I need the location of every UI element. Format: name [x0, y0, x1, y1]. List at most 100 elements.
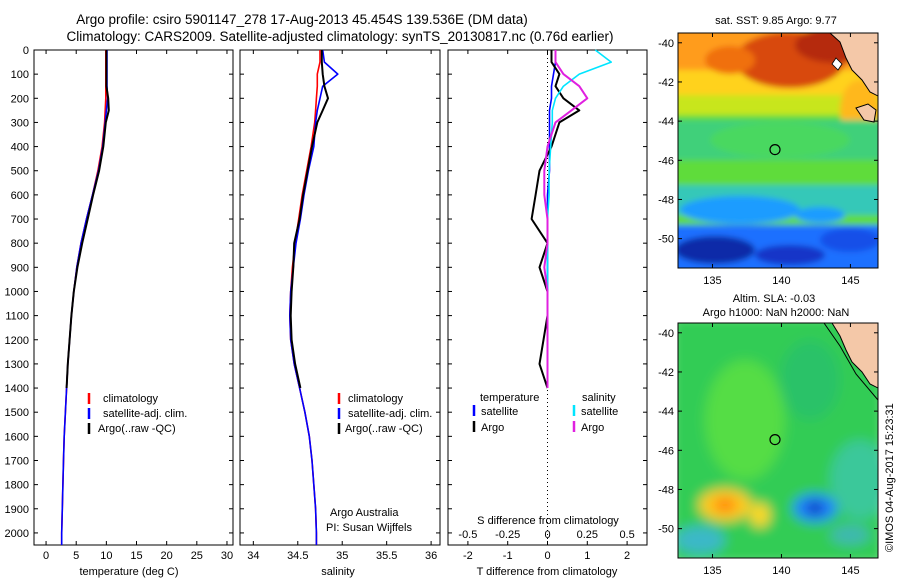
legend-label-satellite: satellite-adj. clim.: [348, 408, 432, 420]
salinity-panel: 34 34.5 35 35.5 36 climatology satellite-adj…: [239, 49, 441, 578]
legend-header-temperature: temperature: [480, 392, 539, 404]
credit-line2: PI: Susan Wijffels: [326, 522, 412, 534]
salinity-legend: climatology satellite-adj. clim. Argo(..…: [337, 393, 432, 435]
depth-tick-label: 1300: [5, 359, 29, 371]
depth-tick-label: 400: [11, 142, 29, 154]
x-tick-label: 34.5: [287, 550, 308, 562]
t-difference-label: T difference from climatology: [477, 566, 618, 578]
depth-tick-label: 100: [11, 69, 29, 81]
series-line-argo-raw-qc-: [65, 50, 110, 389]
depth-axis: 0 100 200 300 400 500 600 700 800 900 1000 1100 1200…: [5, 45, 233, 540]
series-line-argo-raw-qc-: [289, 50, 329, 389]
series-line-s-argo: [543, 50, 589, 388]
sst-map-lon-axis: 135 140 145: [703, 33, 860, 287]
x-tick-label: 10: [100, 550, 112, 562]
x-tick-label: -1: [503, 550, 513, 562]
x-tick-label: 35: [336, 550, 348, 562]
sst-map-title: sat. SST: 9.85 Argo: 9.77: [715, 15, 837, 27]
x-tick-label: 25: [191, 550, 203, 562]
legend-header-salinity: salinity: [582, 392, 616, 404]
salinity-lines: [288, 49, 339, 545]
argo-location-marker: [769, 434, 781, 446]
difference-lines: [530, 49, 613, 545]
s-diff-tick-label: 0.25: [577, 529, 598, 541]
lat-tick-label: -44: [658, 406, 674, 418]
lat-tick-label: -48: [658, 484, 674, 496]
legend-label-climatology: climatology: [348, 393, 404, 405]
difference-x-axis: -2 -1 0 1 2: [463, 50, 630, 562]
legend-label-s-argo: Argo: [581, 422, 604, 434]
lon-tick-label: 145: [841, 565, 859, 577]
x-tick-label: 34: [247, 550, 259, 562]
sst-map-frame: [677, 32, 879, 269]
lat-tick-label: -40: [658, 328, 674, 340]
sla-map-frame: [677, 322, 879, 559]
temperature-x-axis: 0 5 10 15 20 25 30: [43, 50, 233, 562]
depth-tick-label: 0: [23, 45, 29, 57]
s-diff-tick-label: -0.25: [495, 529, 520, 541]
x-tick-label: 0: [43, 550, 49, 562]
temperature-legend: climatology satellite-adj. clim. Argo(..…: [87, 393, 187, 435]
lat-tick-label: -48: [658, 194, 674, 206]
lat-tick-label: -50: [658, 524, 674, 536]
lat-tick-label: -40: [658, 38, 674, 50]
lon-tick-label: 145: [841, 275, 859, 287]
x-tick-label: 15: [130, 550, 142, 562]
depth-tick-label: 200: [11, 93, 29, 105]
lon-tick-label: 140: [772, 275, 790, 287]
sla-map-lat-axis: -40 -42 -44 -46 -48 -50: [658, 328, 878, 536]
sla-map-title-line1: Altim. SLA: -0.03: [733, 293, 816, 305]
lon-tick-label: 135: [703, 565, 721, 577]
depth-tick-label: 1700: [5, 455, 29, 467]
sla-map-title-line2: Argo h1000: NaN h2000: NaN: [703, 307, 850, 319]
lat-tick-label: -42: [658, 77, 674, 89]
legend-label-climatology: climatology: [103, 393, 159, 405]
sst-map-lat-axis: -40 -42 -44 -46 -48 -50: [658, 38, 878, 246]
depth-tick-label: 1500: [5, 407, 29, 419]
x-tick-label: 35.5: [376, 550, 397, 562]
series-line-satellite-adj-clim-: [60, 50, 109, 545]
lat-tick-label: -42: [658, 367, 674, 379]
depth-tick-label: 600: [11, 190, 29, 202]
lat-tick-label: -46: [658, 445, 674, 457]
depth-tick-label: 1000: [5, 286, 29, 298]
x-tick-label: 5: [73, 550, 79, 562]
x-tick-label: 20: [161, 550, 173, 562]
s-difference-ticks: -0.5 -0.25 0 0.25 0.5: [458, 529, 634, 541]
temperature-x-label: temperature (deg C): [79, 566, 178, 578]
temperature-lines: [60, 50, 110, 545]
figure-title-line2: Climatology: CARS2009. Satellite-adjuste…: [66, 29, 613, 44]
depth-tick-label: 300: [11, 117, 29, 129]
sla-map-panel: Altim. SLA: -0.03 Argo h1000: NaN h2000:…: [658, 293, 879, 577]
lat-tick-label: -50: [658, 234, 674, 246]
lat-tick-label: -46: [658, 155, 674, 167]
difference-panel: -2 -1 0 1 2 temperature salinity satellite A…: [447, 49, 648, 578]
salinity-x-axis: 34 34.5 35 35.5 36: [247, 50, 437, 562]
series-line-s-satellite: [546, 49, 613, 388]
depth-tick-label: 2000: [5, 528, 29, 540]
figure-title-line1: Argo profile: csiro 5901147_278 17-Aug-2…: [76, 12, 528, 27]
legend-label-t-argo: Argo: [481, 422, 504, 434]
series-line-climatology: [60, 50, 107, 545]
sst-map-panel: sat. SST: 9.85 Argo: 9.77: [658, 15, 879, 287]
difference-legend: temperature salinity satellite Argo sate…: [472, 392, 618, 434]
legend-label-argo: Argo(..raw -QC): [98, 423, 176, 435]
depth-tick-label: 1900: [5, 504, 29, 516]
depth-tick-label: 700: [11, 214, 29, 226]
salinity-plot-frame: [239, 49, 441, 546]
x-tick-label: 30: [221, 550, 233, 562]
depth-tick-label: 1100: [5, 311, 29, 323]
s-diff-tick-label: 0.5: [619, 529, 634, 541]
depth-tick-label: 1200: [5, 335, 29, 347]
depth-tick-label: 1600: [5, 431, 29, 443]
s-diff-tick-label: -0.5: [458, 529, 477, 541]
argo-location-marker: [769, 144, 781, 156]
salinity-x-label: salinity: [321, 566, 355, 578]
x-tick-label: -2: [463, 550, 473, 562]
x-tick-label: 36: [425, 550, 437, 562]
x-tick-label: 0: [544, 550, 550, 562]
depth-tick-label: 900: [11, 262, 29, 274]
s-diff-tick-label: 0: [544, 529, 550, 541]
legend-label-s-satellite: satellite: [581, 406, 618, 418]
